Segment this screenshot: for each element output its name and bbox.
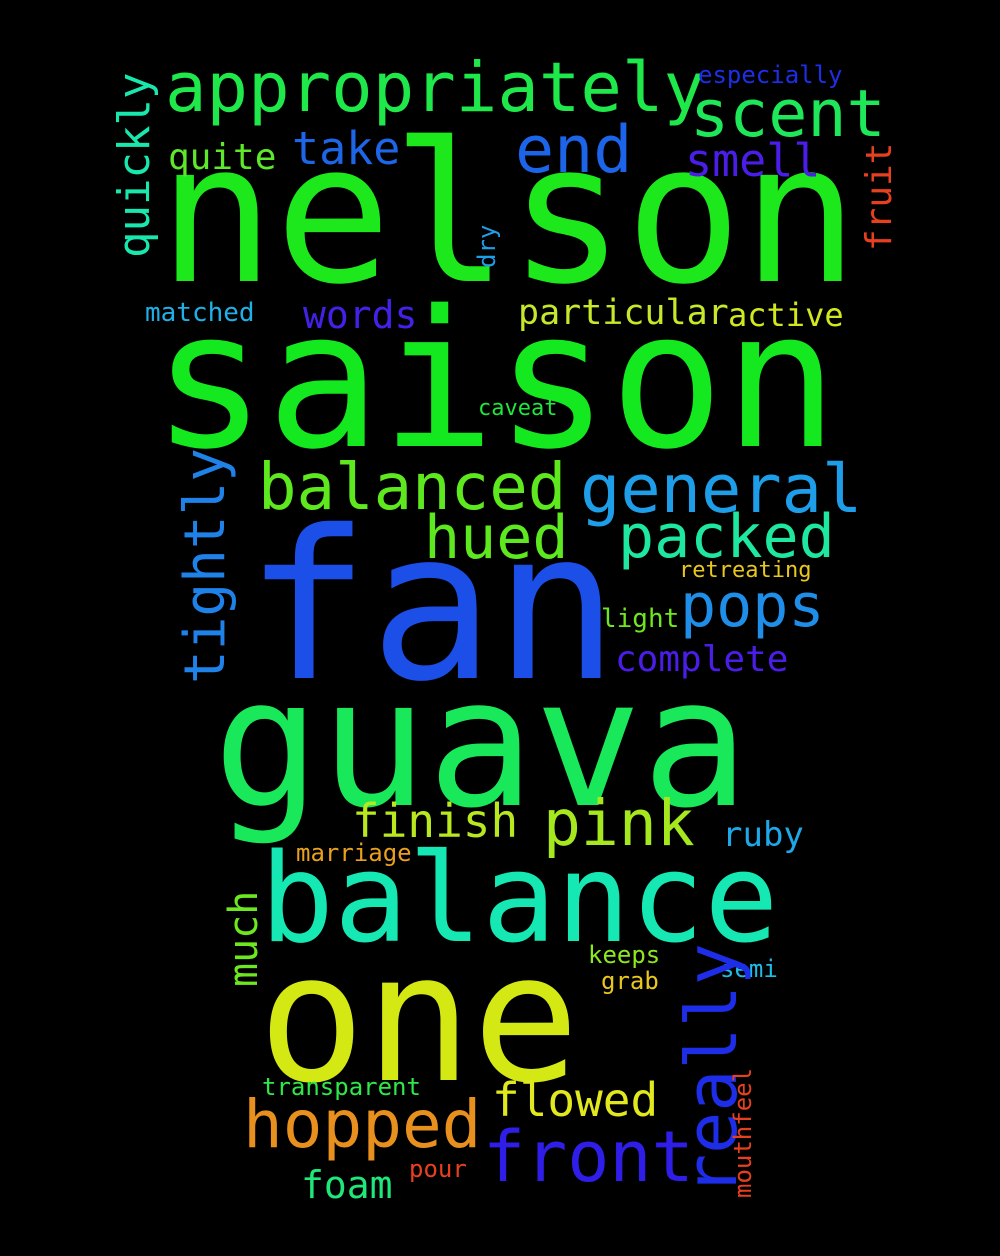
word-balanced: balanced	[258, 451, 567, 525]
word-words: words	[303, 293, 418, 337]
word-particular: particular	[518, 293, 729, 333]
word-marriage: marriage	[296, 839, 412, 867]
word-retreating: retreating	[679, 558, 812, 583]
word-grab: grab	[601, 967, 659, 995]
word-end: end	[515, 113, 633, 188]
word-keeps: keeps	[588, 941, 661, 969]
word-pour: pour	[409, 1155, 467, 1183]
word-pops: pops	[680, 571, 825, 641]
word-flowed: flowed	[492, 1073, 659, 1127]
word-scent: scent	[690, 77, 886, 152]
word-quickly: quickly	[109, 72, 160, 258]
word-general: general	[580, 450, 863, 528]
word-much: much	[221, 890, 267, 987]
word-especially: especially	[698, 61, 843, 89]
word-nelson: nelson	[158, 101, 859, 327]
word-packed: packed	[618, 502, 835, 572]
word-hopped: hopped	[243, 1086, 482, 1163]
word-appropriately: appropriately	[165, 48, 706, 128]
word-tightly: tightly	[173, 447, 238, 684]
word-transparent: transparent	[262, 1073, 421, 1101]
word-take: take	[292, 122, 401, 175]
word-finish: finish	[352, 794, 519, 848]
word-smell: smell	[685, 134, 821, 187]
word-semi: semi	[720, 955, 778, 983]
word-dry: dry	[473, 224, 501, 268]
word-saison: saison	[152, 270, 839, 491]
word-ruby: ruby	[722, 815, 804, 855]
word-fan: fan	[245, 486, 619, 727]
word-complete: complete	[615, 639, 789, 680]
word-front: front	[483, 1116, 694, 1198]
word-foam: foam	[301, 1163, 393, 1207]
word-active: active	[728, 296, 844, 334]
word-quite: quite	[168, 137, 277, 178]
word-one: one	[258, 915, 580, 1122]
word-light: light	[601, 604, 680, 634]
word-caveat: caveat	[478, 396, 558, 421]
word-fruit: fruit	[859, 142, 900, 251]
word-mouthfeel: mouthfeel	[729, 1067, 757, 1198]
word-pink: pink	[543, 787, 695, 860]
word-balance: balance	[260, 828, 779, 971]
word-matched: matched	[145, 298, 255, 328]
word-guava: guava	[213, 640, 749, 847]
word-hued: hued	[424, 503, 569, 573]
